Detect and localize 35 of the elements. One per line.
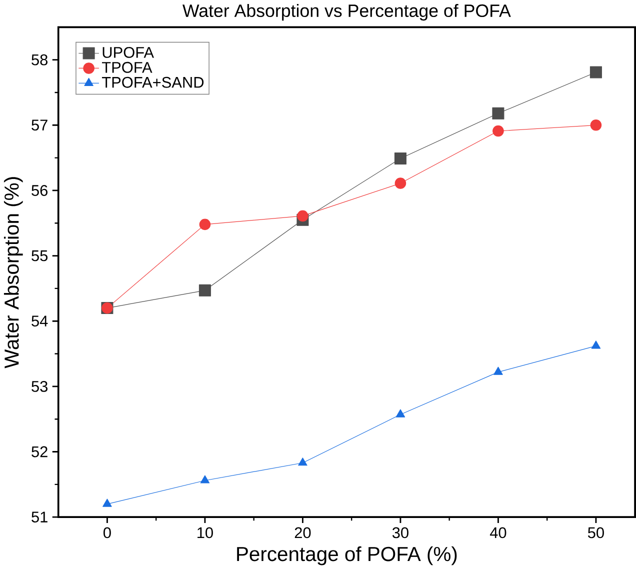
point: [590, 66, 602, 78]
y-axis-title: Water Absorption (%): [4, 177, 23, 368]
y-tick-label: 51: [32, 512, 48, 522]
point: [198, 284, 211, 296]
point: [492, 125, 504, 137]
x-tick-label: 40: [490, 527, 506, 538]
point: [591, 340, 601, 349]
legend-label: TPOFA: [102, 62, 152, 73]
point: [298, 458, 308, 466]
point: [494, 366, 503, 375]
x-tick-label: 50: [588, 527, 604, 538]
point: [394, 178, 406, 189]
y-tick-label: 56: [32, 184, 48, 196]
point: [102, 498, 112, 507]
x-tick-label: 30: [392, 527, 408, 538]
y-tick-label: 54: [32, 316, 48, 326]
legend-label: UPOFA: [102, 46, 154, 58]
x-tick-label: 10: [198, 527, 213, 538]
y-tick-label: 52: [32, 446, 48, 458]
point: [590, 119, 602, 131]
x-tick-label: 0: [103, 527, 111, 538]
point: [297, 210, 308, 222]
x-tick-label: 20: [294, 527, 311, 538]
y-tick-label: 55: [32, 250, 48, 262]
legend-label: TPOFA+SAND: [102, 76, 204, 88]
y-tick-label: 57: [32, 120, 48, 130]
chart-title: Water Absorption vs Percentage of POFA: [182, 4, 511, 20]
point: [492, 107, 504, 120]
point: [199, 218, 211, 230]
point: [394, 152, 406, 164]
x-axis-title: Percentage of POFA (%): [237, 546, 457, 566]
y-tick-label: 58: [32, 54, 48, 66]
point: [396, 409, 406, 418]
y-tick-label: 53: [32, 380, 48, 392]
point: [200, 475, 210, 484]
